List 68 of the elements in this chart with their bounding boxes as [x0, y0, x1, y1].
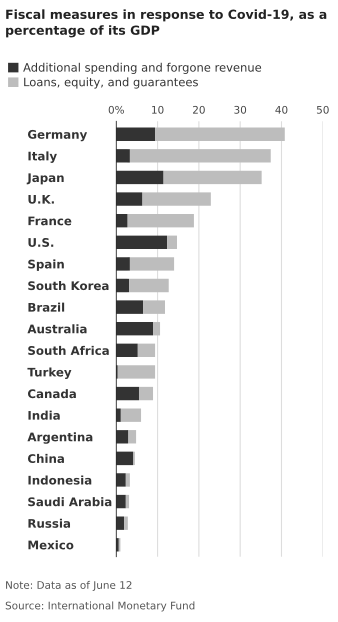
bar: [116, 430, 128, 444]
y-tick-label: Italy: [28, 151, 57, 163]
y-tick-label: Saudi Arabia: [28, 497, 112, 506]
x-tick-label: 20: [193, 106, 205, 114]
bar: [116, 344, 138, 358]
bar: [116, 538, 119, 552]
y-tick-label: Canada: [28, 389, 76, 398]
y-tick-label: France: [28, 216, 72, 226]
bar: [127, 214, 194, 228]
bar: [155, 128, 285, 141]
bar: [116, 149, 130, 163]
y-tick-label: South Korea: [28, 281, 108, 290]
bar: [126, 494, 130, 508]
bar: [128, 430, 136, 444]
bar: [129, 278, 169, 292]
bar: [116, 170, 164, 184]
bar: [153, 322, 160, 336]
y-tick-label: Argentina: [27, 432, 92, 444]
source-note: Source: International Monetary Fund: [6, 601, 194, 612]
bar: [124, 516, 128, 530]
y-tick-label: U.S.: [28, 238, 54, 247]
y-tick-label: Mexico: [28, 540, 74, 550]
x-tick-label: 30: [234, 106, 246, 114]
bar: [116, 473, 126, 487]
y-tick-label: South Africa: [28, 346, 109, 355]
bar: [120, 408, 142, 422]
bar: [116, 516, 124, 530]
y-tick-label: China: [28, 454, 64, 464]
bar: [126, 473, 130, 487]
y-tick-label: Indonesia: [28, 475, 92, 485]
bar: [118, 365, 156, 379]
x-tick-label: 40: [275, 106, 288, 114]
x-tick-label: 50: [316, 106, 329, 114]
bar: [116, 236, 168, 249]
bar: [116, 192, 142, 206]
bar: [116, 322, 154, 336]
bar: [116, 128, 156, 141]
bar: [116, 386, 139, 400]
x-tick-label: 10: [152, 106, 164, 114]
bar: [143, 300, 166, 314]
bar: [116, 408, 121, 422]
bar: [116, 300, 144, 314]
x-tick-label: 0%: [108, 106, 124, 114]
y-tick-label: Japan: [26, 173, 64, 184]
bar: [116, 257, 130, 271]
y-tick-label: Germany: [28, 130, 88, 142]
bar: [116, 214, 128, 228]
chart-title: Fiscal measures in response to Covid-19, as a percentage of its GDP: [6, 9, 326, 38]
y-tick-label: U.K.: [28, 194, 54, 204]
bar: [116, 494, 126, 508]
legend-label: Additional spending and forgone revenue: [23, 62, 262, 74]
y-tick-label: India: [28, 410, 60, 420]
y-tick-label: Turkey: [27, 367, 72, 379]
y-tick-label: Brazil: [28, 302, 64, 312]
y-tick-label: Spain: [28, 259, 64, 271]
bar: [138, 344, 156, 358]
bar: [142, 192, 211, 206]
y-tick-label: Russia: [28, 518, 70, 528]
bar: [163, 170, 262, 184]
bar: [138, 386, 154, 400]
y-tick-label: Australia: [27, 324, 87, 334]
bar: [167, 236, 177, 249]
bar: [130, 257, 174, 271]
text: Note: Data as of June 12: [6, 580, 132, 591]
legend-label: Loans, equity, and guarantees: [24, 77, 198, 89]
bar: [116, 452, 134, 466]
bar: [130, 149, 271, 163]
bar: [116, 278, 130, 292]
